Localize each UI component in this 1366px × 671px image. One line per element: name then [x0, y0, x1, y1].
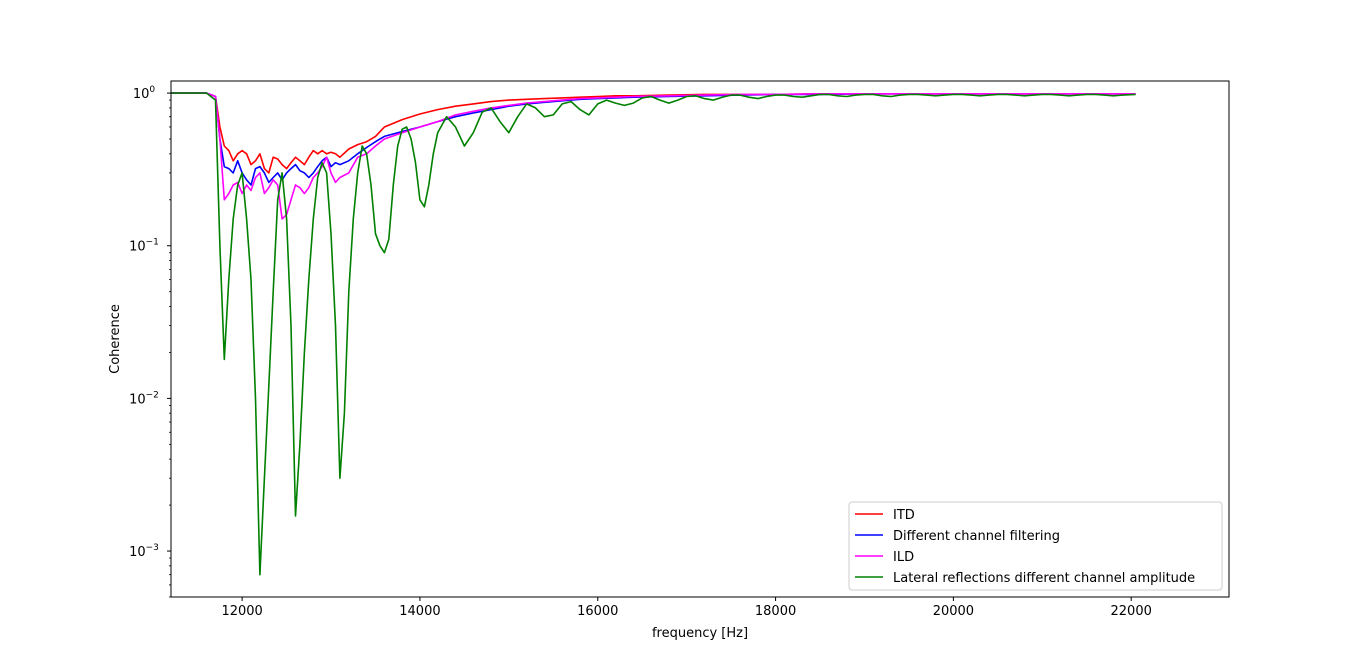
legend-entry: ITD	[893, 508, 915, 523]
x-axis-label: frequency [Hz]	[652, 626, 748, 641]
x-tick-label: 14000	[399, 604, 440, 619]
y-axis-label: Coherence	[108, 304, 123, 374]
legend-entry: Different channel filtering	[893, 529, 1060, 544]
legend-entry: ILD	[893, 550, 914, 565]
series-line-3	[171, 92, 1136, 220]
y-tick-label: 10−1	[129, 238, 159, 255]
y-tick-label: 10−2	[129, 390, 159, 407]
x-axis: 12000 14000 16000 18000 20000 22000	[221, 597, 1152, 619]
x-tick-label: 22000	[1111, 604, 1152, 619]
x-tick-label: 20000	[933, 604, 974, 619]
y-tick-label: 10−3	[129, 543, 159, 560]
x-tick-label: 16000	[577, 604, 618, 619]
y-tick-label: 100	[133, 85, 156, 102]
series-layer	[171, 92, 1136, 576]
plot-frame	[170, 80, 1230, 598]
legend-box	[848, 501, 1223, 591]
x-tick-label: 18000	[755, 604, 796, 619]
series-line-4	[171, 92, 1136, 576]
x-tick-label: 12000	[221, 604, 262, 619]
y-axis: 100 10−1 10−2 10−3	[129, 85, 171, 598]
legend-entry: Lateral reflections different channel am…	[893, 571, 1195, 586]
legend: ITD Different channel filtering ILD Lateral…	[848, 501, 1223, 591]
